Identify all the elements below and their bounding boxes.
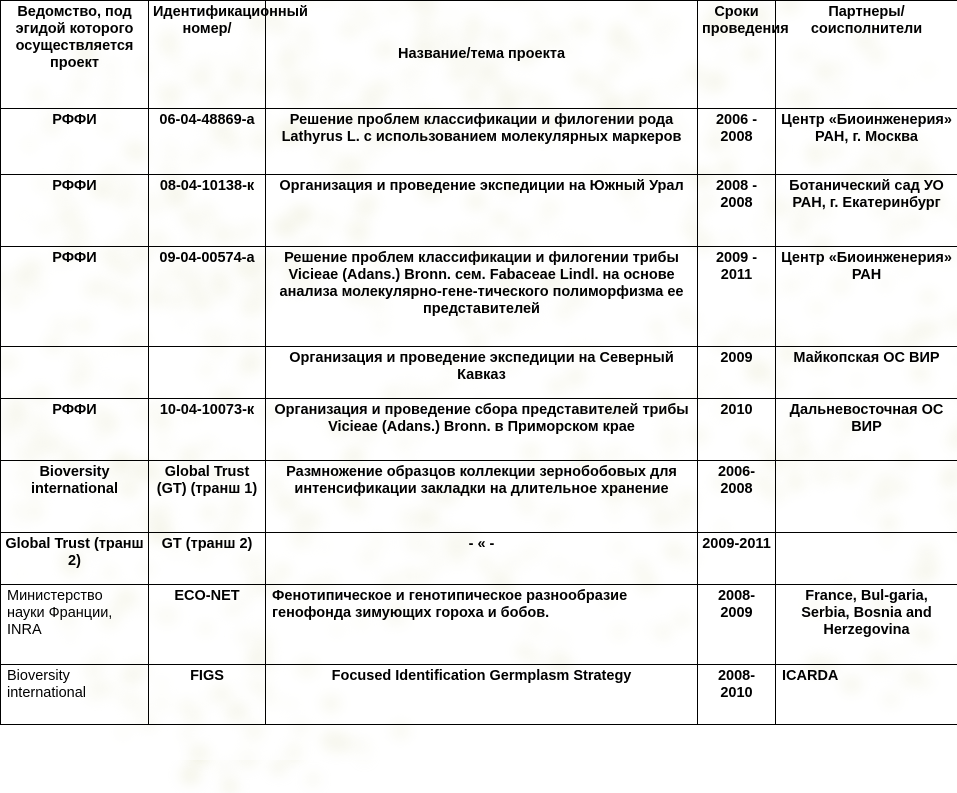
column-header-id: Идентификационный номер/	[149, 1, 266, 109]
cell-id: 08-04-10138-к	[149, 175, 266, 247]
cell-id: Global Trust (GT) (транш 1)	[149, 461, 266, 533]
cell-dates: 2010	[698, 399, 776, 461]
table-row: Bioversity international FIGS Focused Id…	[1, 665, 957, 725]
cell-agency: РФФИ	[1, 247, 149, 347]
cell-dates: 2008-2009	[698, 585, 776, 665]
column-header-title: Название/тема проекта	[266, 1, 698, 109]
table-row: РФФИ 08-04-10138-к Организация и проведе…	[1, 175, 957, 247]
table-row: Министерство науки Франции, INRA ECO-NET…	[1, 585, 957, 665]
cell-agency: Министерство науки Франции, INRA	[1, 585, 149, 665]
table-body: РФФИ 06-04-48869-а Решение проблем класс…	[1, 109, 957, 725]
table-header: Ведомство, под эгидой которого осуществл…	[1, 1, 957, 109]
cell-dates: 2006-2008	[698, 461, 776, 533]
cell-title: Решение проблем классификации и филогени…	[266, 109, 698, 175]
cell-partners: Дальневосточная ОС ВИР	[776, 399, 957, 461]
table-row: Global Trust (транш 2) GT (транш 2) - « …	[1, 533, 957, 585]
cell-title: Размножение образцов коллекции зернобобо…	[266, 461, 698, 533]
cell-partners	[776, 461, 957, 533]
cell-id: 06-04-48869-а	[149, 109, 266, 175]
cell-title: Организация и проведение экспедиции на Ю…	[266, 175, 698, 247]
table-row: Bioversity international Global Trust (G…	[1, 461, 957, 533]
cell-dates: 2006 - 2008	[698, 109, 776, 175]
cell-title: Фенотипическое и генотипическое разнообр…	[266, 585, 698, 665]
cell-partners: Ботанический сад УО РАН, г. Екатеринбург	[776, 175, 957, 247]
table-header-row: Ведомство, под эгидой которого осуществл…	[1, 1, 957, 109]
cell-id: 10-04-10073-к	[149, 399, 266, 461]
cell-dates: 2009	[698, 347, 776, 399]
cell-partners	[776, 533, 957, 585]
cell-dates: 2009-2011	[698, 533, 776, 585]
cell-partners: France, Bul-garia, Serbia, Bosnia and He…	[776, 585, 957, 665]
cell-title: Focused Identification Germplasm Strateg…	[266, 665, 698, 725]
projects-table: Ведомство, под эгидой которого осуществл…	[0, 0, 957, 725]
column-header-dates: Сроки проведения	[698, 1, 776, 109]
table-row: РФФИ 06-04-48869-а Решение проблем класс…	[1, 109, 957, 175]
cell-dates: 2008 - 2008	[698, 175, 776, 247]
table-row: РФФИ 10-04-10073-к Организация и проведе…	[1, 399, 957, 461]
cell-partners: Майкопская ОС ВИР	[776, 347, 957, 399]
cell-agency: Bioversity international	[1, 665, 149, 725]
cell-title: Организация и проведение экспедиции на С…	[266, 347, 698, 399]
cell-agency: РФФИ	[1, 175, 149, 247]
cell-agency: РФФИ	[1, 399, 149, 461]
cell-id: 09-04-00574-а	[149, 247, 266, 347]
cell-agency: Bioversity international	[1, 461, 149, 533]
column-header-agency: Ведомство, под эгидой которого осуществл…	[1, 1, 149, 109]
cell-id: ECO-NET	[149, 585, 266, 665]
cell-partners: ICARDA	[776, 665, 957, 725]
table-row: Организация и проведение экспедиции на С…	[1, 347, 957, 399]
cell-title: Организация и проведение сбора представи…	[266, 399, 698, 461]
cell-agency	[1, 347, 149, 399]
cell-dates: 2009 - 2011	[698, 247, 776, 347]
column-header-partners: Партнеры/ соисполнители	[776, 1, 957, 109]
cell-agency: Global Trust (транш 2)	[1, 533, 149, 585]
cell-id: GT (транш 2)	[149, 533, 266, 585]
cell-partners: Центр «Биоинженерия» РАН	[776, 247, 957, 347]
cell-id	[149, 347, 266, 399]
table-row: РФФИ 09-04-00574-а Решение проблем класс…	[1, 247, 957, 347]
cell-id: FIGS	[149, 665, 266, 725]
table-container: Ведомство, под эгидой которого осуществл…	[0, 0, 957, 760]
cell-dates: 2008-2010	[698, 665, 776, 725]
cell-title: - « -	[266, 533, 698, 585]
cell-title: Решение проблем классификации и филогени…	[266, 247, 698, 347]
cell-agency: РФФИ	[1, 109, 149, 175]
cell-partners: Центр «Биоинженерия» РАН, г. Москва	[776, 109, 957, 175]
